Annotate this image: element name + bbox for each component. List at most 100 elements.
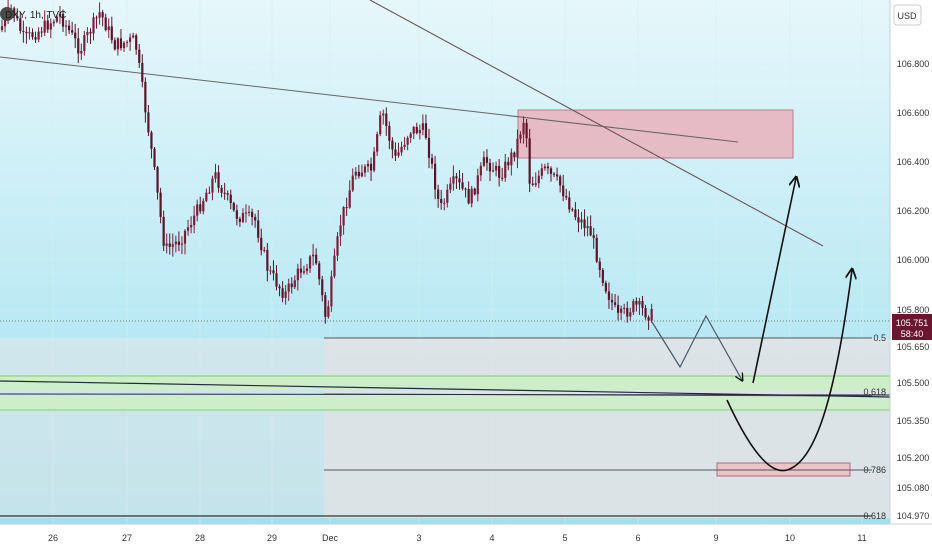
candle-body [501, 177, 504, 179]
candle-body [28, 32, 31, 34]
candle-body [46, 20, 49, 30]
candle-body [610, 299, 614, 303]
candle-body [266, 249, 269, 271]
price-tick-label: 105.350 [897, 416, 930, 426]
currency-button[interactable] [893, 4, 922, 26]
price-tick-label: 106.000 [897, 255, 930, 265]
price-tick-label: 106.400 [897, 157, 930, 167]
candle-body [58, 13, 62, 17]
time-tick-label: 28 [195, 533, 205, 543]
candle-body [385, 113, 388, 126]
price-axis[interactable] [890, 0, 932, 524]
candle-body [89, 31, 92, 34]
candle-body [321, 279, 324, 296]
candle-body [424, 123, 428, 138]
time-tick-label: 29 [267, 533, 277, 543]
candle-body [168, 243, 171, 247]
candle-body [418, 129, 421, 134]
candle-body [235, 210, 238, 219]
candle-body [476, 175, 479, 195]
candle-body [485, 157, 489, 163]
demand-zone-upper [0, 376, 890, 390]
candle-body [525, 122, 528, 139]
candle-body [275, 273, 278, 287]
candle-body [263, 249, 266, 251]
price-tick-label: 106.200 [897, 206, 930, 216]
candle-body [159, 192, 162, 217]
candle-body [421, 123, 424, 130]
candle-body [71, 30, 74, 33]
candle-body [437, 189, 440, 199]
trendline-descending [369, 0, 824, 247]
candle-body [98, 12, 101, 18]
candle-body [504, 161, 507, 178]
candle-body [92, 17, 95, 34]
current-price-value: 105.751 [896, 318, 929, 328]
candle-body [546, 166, 550, 169]
candle-body [186, 227, 190, 231]
candle-body [446, 189, 449, 203]
candle-body [522, 122, 525, 135]
candle-body [629, 312, 632, 317]
candle-body [565, 196, 568, 198]
candle-body [467, 189, 470, 204]
candle-body [19, 18, 22, 31]
candle-body [61, 13, 65, 27]
candle-body [208, 192, 211, 194]
candle-body [406, 137, 409, 145]
candle-body [498, 165, 501, 178]
candle-body [43, 20, 46, 33]
candle-body [452, 176, 455, 184]
candle-body [25, 31, 28, 34]
candle-body [144, 81, 147, 113]
candle-body [455, 176, 458, 179]
candle-body [260, 237, 263, 251]
candle-body [68, 25, 71, 31]
time-tick-labels: 26 27 28 29 Dec 3 4 5 6 9 10 11 [48, 533, 867, 543]
candle-body [613, 302, 617, 305]
symbol-label[interactable]: DXY, 1h, TVC [5, 10, 66, 21]
candle-body [241, 213, 245, 222]
supply-zone[interactable] [517, 109, 794, 159]
candle-body [281, 288, 284, 298]
candle-body [80, 50, 83, 54]
time-axis[interactable] [0, 524, 932, 550]
candle-body [272, 270, 275, 274]
fib-label-0786: 0.786 [863, 465, 886, 475]
candle-body [238, 218, 241, 222]
candle-body [104, 17, 107, 31]
candle-body [470, 188, 473, 204]
candle-body [141, 62, 144, 82]
candle-body [388, 125, 391, 141]
candle-body [64, 25, 68, 27]
candle-body [119, 38, 123, 49]
candle-body [516, 138, 519, 158]
candle-body [482, 157, 485, 166]
candle-body [650, 308, 653, 321]
candle-body [0, 26, 4, 30]
candle-body [299, 268, 302, 273]
candle-body [440, 198, 443, 203]
time-tick-label: Dec [322, 533, 339, 543]
candle-body [434, 163, 437, 190]
candle-body [31, 32, 34, 38]
candle-body [147, 112, 150, 133]
candle-body [598, 261, 601, 270]
candle-body [348, 190, 351, 208]
candle-body [251, 211, 254, 218]
candle-body [617, 304, 620, 313]
candle-body [284, 291, 287, 298]
candle-body [495, 165, 498, 171]
candle-body [379, 115, 382, 135]
candle-body [229, 194, 232, 204]
price-tick-label: 104.970 [897, 511, 930, 521]
projection-arrow-up-1 [752, 178, 796, 384]
candle-body [333, 255, 336, 277]
candle-body [324, 295, 327, 317]
candle-body [40, 31, 43, 33]
candle-body [479, 165, 482, 176]
candle-body [336, 236, 339, 256]
candle-body [138, 49, 141, 63]
candle-body [171, 244, 174, 247]
